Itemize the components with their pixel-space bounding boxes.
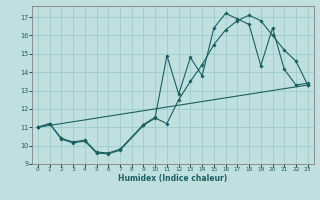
- X-axis label: Humidex (Indice chaleur): Humidex (Indice chaleur): [118, 174, 228, 183]
